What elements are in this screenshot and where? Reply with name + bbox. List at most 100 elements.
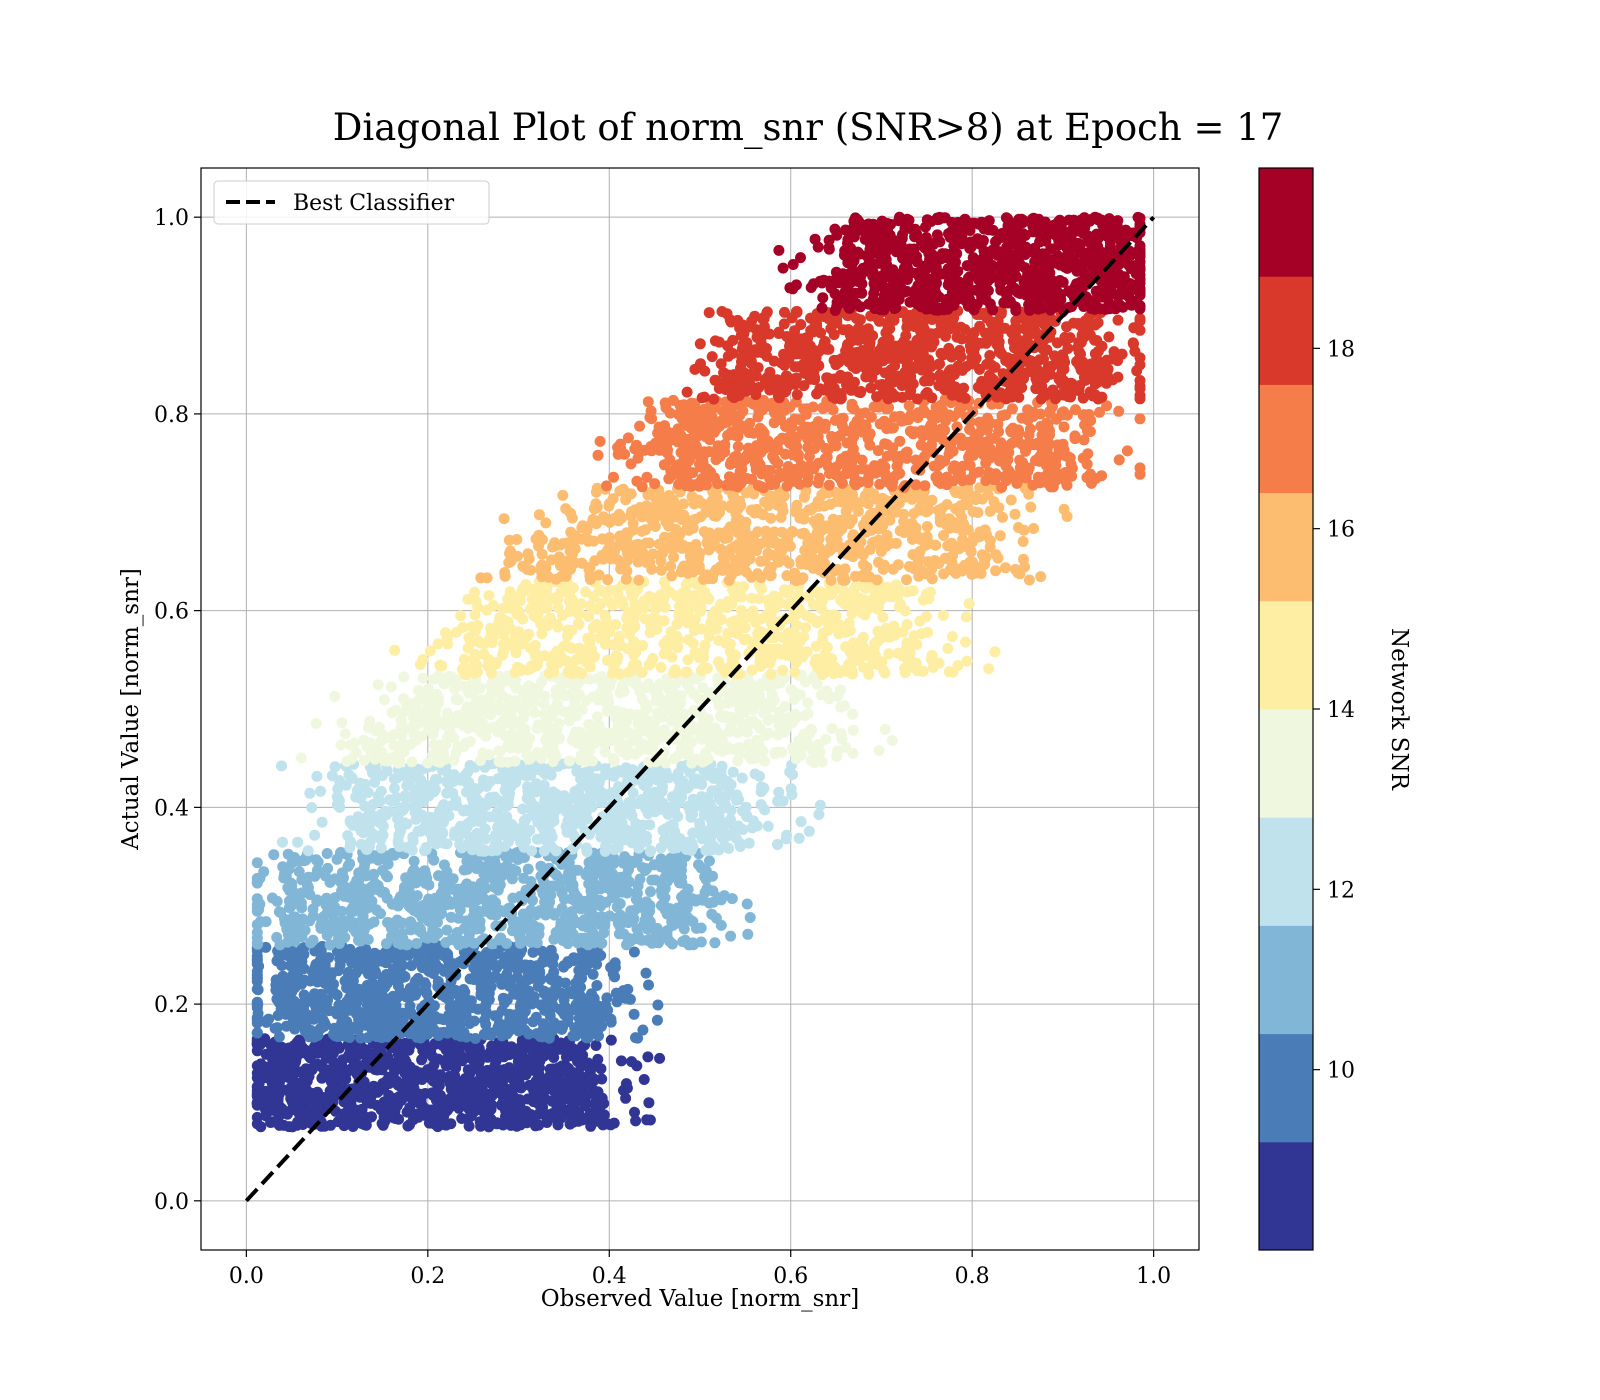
scatter-point bbox=[639, 613, 651, 625]
scatter-point bbox=[510, 1105, 522, 1117]
scatter-point bbox=[285, 960, 296, 972]
scatter-point bbox=[458, 805, 469, 817]
scatter-point bbox=[644, 916, 656, 928]
scatter-point bbox=[287, 997, 299, 1009]
scatter-point bbox=[523, 1028, 535, 1040]
scatter-point bbox=[622, 726, 634, 738]
scatter-point bbox=[522, 974, 534, 986]
scatter-point bbox=[499, 993, 511, 1005]
scatter-point bbox=[543, 898, 555, 909]
scatter-point bbox=[713, 656, 725, 668]
scatter-point bbox=[443, 778, 455, 790]
scatter-point bbox=[386, 707, 398, 719]
scatter-point bbox=[581, 731, 592, 743]
scatter-point bbox=[534, 1055, 546, 1067]
scatter-point bbox=[518, 841, 530, 853]
scatter-point bbox=[597, 685, 609, 697]
scatter-point bbox=[664, 903, 676, 915]
scatter-point bbox=[469, 609, 481, 621]
scatter-point bbox=[605, 1034, 617, 1046]
scatter-point bbox=[304, 787, 316, 799]
scatter-point bbox=[454, 839, 466, 850]
scatter-point bbox=[886, 735, 898, 747]
scatter-point bbox=[436, 826, 448, 838]
scatter-point bbox=[678, 923, 690, 935]
scatter-point bbox=[260, 1016, 272, 1028]
scatter-point bbox=[773, 719, 785, 731]
scatter-point bbox=[772, 839, 783, 850]
scatter-point bbox=[522, 863, 534, 875]
scatter-point bbox=[474, 833, 486, 845]
scatter-point bbox=[831, 751, 842, 762]
scatter-point bbox=[575, 810, 587, 821]
scatter-point bbox=[348, 905, 360, 917]
scatter-point bbox=[609, 971, 621, 983]
scatter-point bbox=[487, 894, 499, 906]
scatter-point bbox=[839, 700, 850, 712]
scatter-point bbox=[416, 912, 428, 924]
scatter-point bbox=[725, 930, 737, 942]
scatter-point bbox=[483, 994, 495, 1006]
scatter-point bbox=[564, 606, 576, 617]
scatter-point bbox=[465, 789, 477, 801]
scatter-point bbox=[628, 604, 640, 616]
scatter-point bbox=[667, 822, 679, 834]
scatter-point bbox=[599, 919, 611, 931]
scatter-point bbox=[449, 984, 461, 996]
scatter-point bbox=[459, 922, 470, 934]
scatter-point bbox=[407, 865, 419, 876]
scatter-point bbox=[584, 828, 595, 840]
scatter-point bbox=[646, 937, 658, 949]
scatter-point bbox=[742, 928, 754, 940]
scatter-point bbox=[281, 1020, 292, 1032]
scatter-point bbox=[610, 713, 622, 724]
scatter-point bbox=[847, 747, 859, 759]
scatter-point bbox=[657, 824, 669, 836]
scatter-point bbox=[596, 1092, 608, 1104]
scatter-point bbox=[439, 945, 451, 957]
scatter-point bbox=[518, 872, 530, 884]
scatter-point bbox=[732, 614, 744, 626]
scatter-point bbox=[663, 862, 675, 874]
scatter-point bbox=[688, 616, 700, 628]
scatter-point bbox=[596, 1073, 608, 1085]
scatter-point bbox=[595, 831, 607, 843]
scatter-point bbox=[579, 1090, 591, 1102]
scatter-point bbox=[458, 720, 470, 732]
scatter-point bbox=[507, 925, 518, 937]
scatter-point bbox=[764, 657, 776, 669]
scatter-point bbox=[637, 1024, 649, 1036]
scatter-point bbox=[562, 938, 574, 950]
scatter-point bbox=[490, 811, 502, 823]
scatter-point bbox=[379, 755, 390, 767]
scatter-point bbox=[695, 936, 707, 948]
scatter-point bbox=[409, 784, 421, 796]
scatter-point bbox=[387, 1093, 399, 1105]
scatter-point bbox=[404, 1000, 416, 1012]
scatter-point bbox=[719, 637, 731, 649]
scatter-point bbox=[697, 682, 709, 694]
scatter-point bbox=[251, 983, 263, 995]
scatter-point bbox=[327, 916, 339, 928]
scatter-point bbox=[324, 876, 336, 888]
scatter-point bbox=[462, 1064, 474, 1076]
scatter-point bbox=[601, 654, 613, 666]
scatter-point bbox=[677, 900, 689, 912]
scatter-point bbox=[571, 1069, 583, 1081]
scatter-point bbox=[546, 749, 558, 761]
scatter-point bbox=[758, 782, 770, 794]
scatter-point bbox=[374, 795, 386, 807]
scatter-point bbox=[285, 877, 296, 889]
scatter-point bbox=[387, 1069, 399, 1081]
scatter-point bbox=[385, 681, 397, 693]
scatter-point bbox=[535, 860, 547, 872]
scatter-point bbox=[868, 594, 880, 605]
scatter-point bbox=[808, 757, 820, 769]
scatter-point bbox=[287, 886, 299, 898]
scatter-point bbox=[629, 1106, 640, 1118]
scatter-point bbox=[643, 979, 654, 991]
scatter-point bbox=[777, 795, 789, 807]
scatter-point bbox=[562, 624, 574, 636]
scatter-point bbox=[672, 787, 684, 799]
